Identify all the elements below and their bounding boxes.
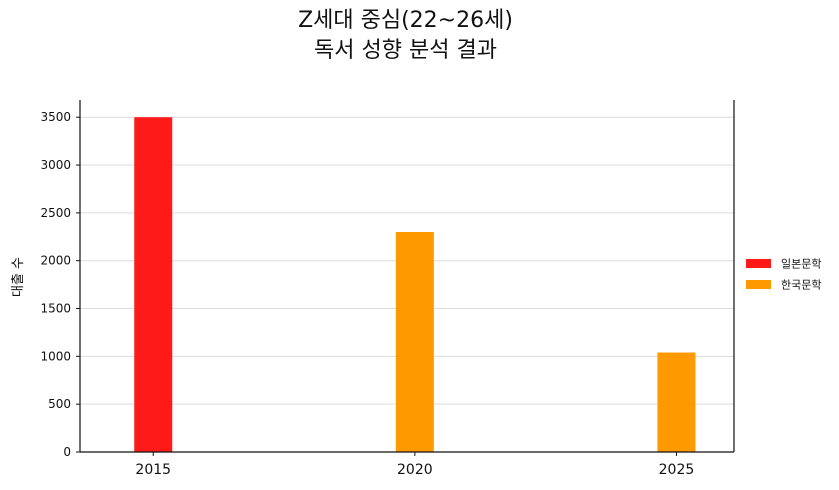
chart-title-line-1: Z세대 중심(22~26세) bbox=[298, 8, 513, 33]
y-tick-labels: 0 500 1000 1500 2000 2500 3000 3500 bbox=[40, 110, 80, 459]
legend-swatch bbox=[746, 259, 771, 268]
bars bbox=[134, 117, 696, 452]
x-tick-label: 2015 bbox=[135, 462, 171, 478]
x-tick-labels: 2015 2020 2025 bbox=[135, 452, 694, 478]
x-tick-label: 2025 bbox=[659, 462, 695, 478]
x-tick-label: 2020 bbox=[397, 462, 433, 478]
legend-label: 한국문학 bbox=[781, 279, 821, 292]
y-tick-label: 3000 bbox=[40, 158, 71, 172]
y-tick-label: 1000 bbox=[40, 349, 71, 363]
bar bbox=[395, 232, 434, 452]
legend-label: 일본문학 bbox=[781, 257, 821, 271]
chart-title-line-2: 독서 성향 분석 결과 bbox=[314, 38, 497, 63]
chart-title: Z세대 중심(22~26세) 독서 성향 분석 결과 bbox=[0, 6, 811, 66]
y-tick-label: 2500 bbox=[40, 206, 71, 220]
legend-swatch bbox=[746, 280, 771, 289]
bar bbox=[134, 117, 173, 452]
y-tick-label: 0 bbox=[63, 445, 71, 459]
bar bbox=[657, 352, 696, 452]
y-tick-label: 2000 bbox=[40, 254, 71, 268]
y-tick-label: 500 bbox=[48, 397, 71, 411]
y-axis-label: 대출 수 bbox=[11, 257, 26, 297]
axes bbox=[79, 100, 735, 453]
y-tick-label: 3500 bbox=[40, 110, 71, 124]
y-tick-label: 1500 bbox=[40, 302, 71, 316]
